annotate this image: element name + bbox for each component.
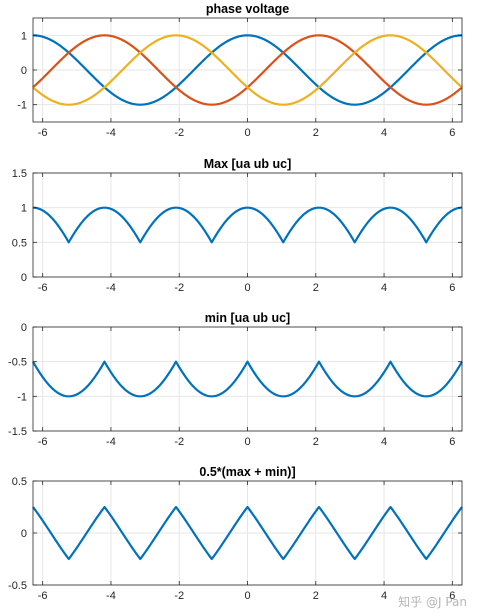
chart-title: Max [ua ub uc]	[204, 157, 292, 171]
y-tick-label: 0	[21, 65, 27, 77]
x-tick-label: 4	[381, 282, 387, 294]
x-tick-label: 6	[449, 590, 455, 602]
y-tick-label: 0.5	[12, 237, 27, 249]
x-tick-label: -2	[174, 436, 184, 448]
x-tick-label: 4	[381, 590, 387, 602]
x-tick-label: -4	[106, 436, 116, 448]
x-tick-label: -6	[38, 590, 48, 602]
x-tick-label: 0	[244, 590, 250, 602]
x-tick-label: -6	[38, 282, 48, 294]
x-tick-label: -2	[174, 127, 184, 139]
watermark: 知乎 @J Pan	[398, 595, 467, 609]
x-tick-label: 2	[313, 436, 319, 448]
x-tick-label: -4	[106, 590, 116, 602]
y-tick-label: 0	[21, 272, 27, 284]
x-tick-label: 0	[244, 282, 250, 294]
y-tick-label: 1.5	[12, 168, 27, 180]
x-tick-label: 6	[449, 127, 455, 139]
series-line-min	[32, 360, 463, 398]
x-tick-label: -2	[174, 590, 184, 602]
y-tick-label: 0	[21, 322, 27, 334]
x-tick-label: 6	[449, 436, 455, 448]
x-tick-label: 4	[381, 436, 387, 448]
x-tick-label: 2	[313, 282, 319, 294]
x-tick-label: -4	[106, 282, 116, 294]
x-tick-label: 2	[313, 127, 319, 139]
x-tick-label: -4	[106, 127, 116, 139]
x-tick-label: 0	[244, 436, 250, 448]
x-tick-label: 6	[449, 282, 455, 294]
y-tick-label: -1.5	[8, 426, 27, 438]
series-line-uc	[32, 34, 463, 106]
series-line-mid	[32, 505, 463, 561]
y-tick-label: -0.5	[8, 580, 27, 592]
x-tick-label: -6	[38, 436, 48, 448]
y-tick-label: 1	[21, 30, 27, 42]
y-tick-label: 0.5	[12, 476, 27, 488]
x-tick-label: -2	[174, 282, 184, 294]
x-tick-label: 0	[244, 127, 250, 139]
x-tick-label: -6	[38, 127, 48, 139]
chart-title: phase voltage	[206, 2, 289, 16]
series-line-max	[32, 206, 463, 244]
y-tick-label: -1	[17, 100, 27, 112]
chart-title: min [ua ub uc]	[205, 311, 290, 325]
y-tick-label: 0	[21, 528, 27, 540]
x-tick-label: 2	[313, 590, 319, 602]
y-tick-label: 1	[21, 203, 27, 215]
y-tick-label: -0.5	[8, 357, 27, 369]
chart-title: 0.5*(max + min)]	[199, 465, 295, 479]
x-tick-label: 4	[381, 127, 387, 139]
y-tick-label: -1	[17, 391, 27, 403]
